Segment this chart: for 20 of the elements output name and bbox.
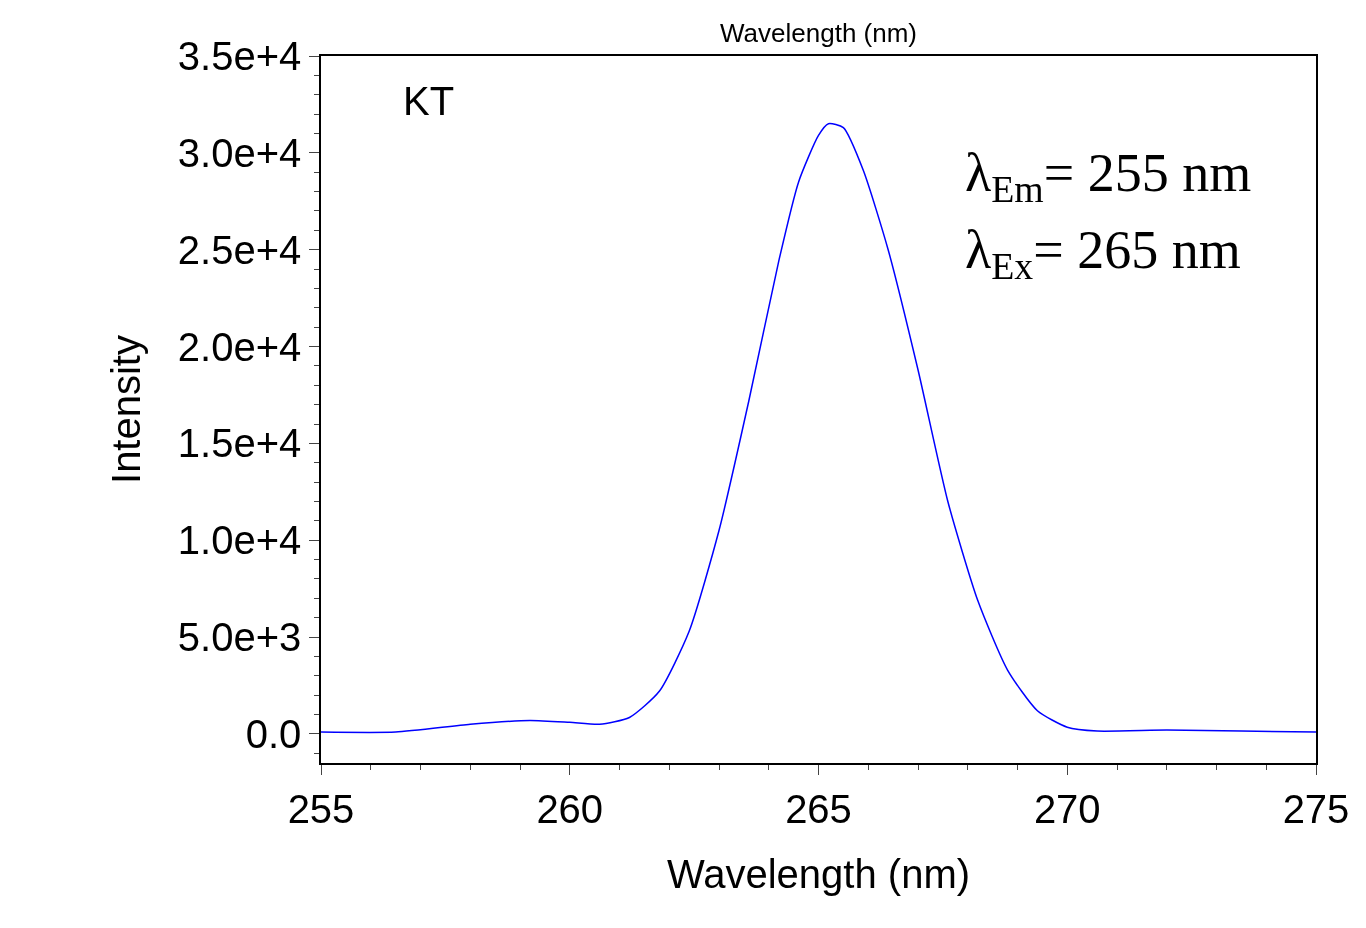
y-tick-label: 0.0	[245, 711, 302, 756]
y-axis-title: Intensity	[103, 335, 148, 484]
y-tick-label: 1.5e+4	[177, 421, 302, 466]
x-axis-title: Wavelength (nm)	[666, 851, 971, 896]
annotation: λ$_{Em}$= 255 nm	[965, 143, 1252, 211]
annotation: KT	[403, 79, 455, 123]
text: Wavelength (nm)	[720, 18, 917, 48]
y-tick-label: 3.5e+4	[177, 34, 302, 78]
x-tick-label: 260	[536, 786, 604, 831]
x-tick-label: 265	[785, 786, 852, 831]
y-tick-label: 5.0e+3	[177, 615, 302, 660]
line-series	[321, 123, 1316, 734]
y-tick-label: 2.5e+4	[177, 227, 302, 272]
y-tick-label: 2.0e+4	[177, 324, 302, 369]
x-tick-label: 270	[1033, 786, 1101, 831]
y-tick-label: 1.0e+4	[177, 518, 302, 563]
y-tick-label: 3.0e+4	[177, 130, 302, 175]
annotation: λ$_{Ex}$= 265 nm	[965, 220, 1241, 288]
x-tick-label: 255	[287, 786, 355, 831]
x-tick-label: 275	[1282, 786, 1350, 831]
